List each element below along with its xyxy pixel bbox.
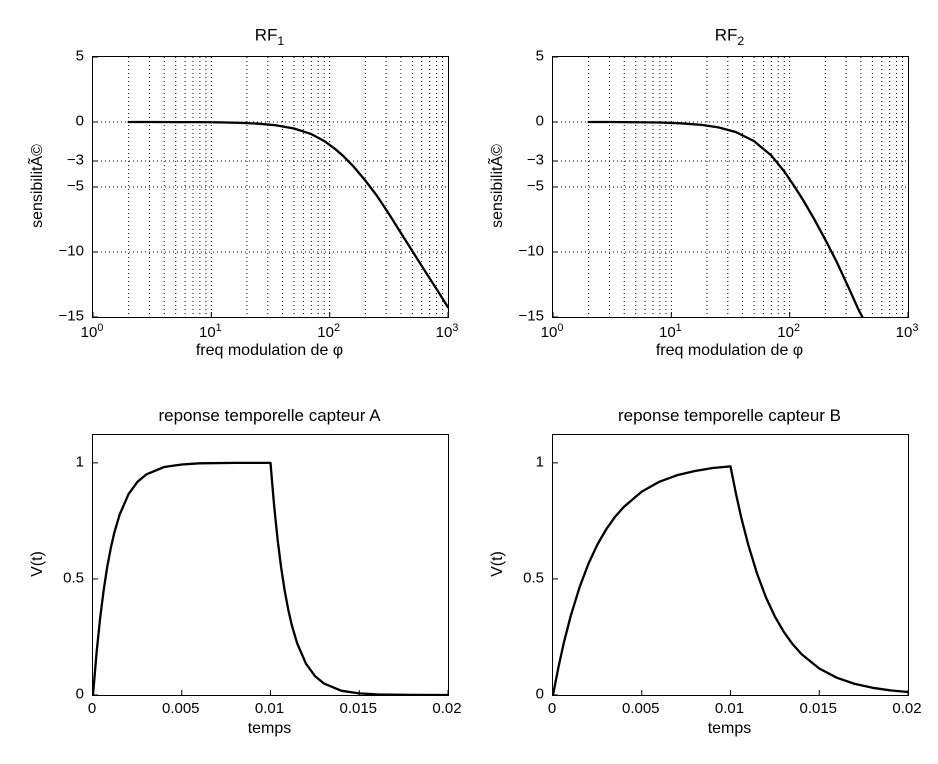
xtick-label: 100 [81,322,104,341]
ytick-label: −15 [519,308,544,325]
xtick-label: 101 [199,322,222,341]
ticks-capA [93,463,448,695]
xtick-label: 0.015 [799,700,837,717]
plot-capA [92,434,449,696]
plot-title-capB: reponse temporelle capteur B [618,406,841,426]
figure-stage: 100101102103−15−10−5−305RF1freq modulati… [0,0,938,764]
xtick-label: 102 [777,322,800,341]
xtick-label: 0.015 [339,700,377,717]
xlabel-rf2: freq modulation de φ [656,342,803,360]
xtick-label: 103 [896,322,919,341]
ytick-label: 1 [76,453,84,470]
grid-rf2 [553,57,908,317]
ticks-rf2 [553,57,908,317]
xtick-label: 0.005 [162,700,200,717]
ticks-capB [553,463,908,695]
plot-svg-capB [553,435,908,695]
xlabel-rf1: freq modulation de φ [196,342,343,360]
ytick-label: −15 [59,308,84,325]
ytick-label: 1 [536,453,544,470]
xtick-label: 0 [88,700,96,717]
xlabel-capA: temps [248,720,292,738]
plot-title-rf1: RF1 [255,26,284,48]
ytick-label: 5 [76,48,84,65]
ylabel-rf1: sensibilitÃ© [29,144,47,228]
xtick-label: 102 [317,322,340,341]
plot-svg-rf1 [93,57,448,317]
series-capA-0 [93,463,448,695]
xtick-label: 103 [436,322,459,341]
xtick-label: 0.02 [432,700,461,717]
ytick-label: 0.5 [63,569,84,586]
xtick-label: 0.01 [715,700,744,717]
series-capB-0 [553,466,908,695]
xtick-label: 0 [548,700,556,717]
xtick-label: 0.02 [892,700,921,717]
plot-rf1 [92,56,449,318]
xlabel-capB: temps [708,720,752,738]
ylabel-rf2: sensibilitÃ© [489,144,507,228]
ticks-rf1 [93,57,448,317]
ytick-label: −10 [59,243,84,260]
ytick-label: −10 [519,243,544,260]
xtick-label: 0.01 [255,700,284,717]
ytick-label: 5 [536,48,544,65]
ylabel-capB: V(t) [489,551,507,577]
ytick-label: 0 [76,686,84,703]
xtick-label: 100 [541,322,564,341]
ytick-label: 0 [76,113,84,130]
plot-rf2 [552,56,909,318]
ytick-label: 0 [536,113,544,130]
ytick-label: 0.5 [523,569,544,586]
ytick-label: −5 [67,178,84,195]
ylabel-capA: V(t) [29,551,47,577]
ytick-label: 0 [536,686,544,703]
ytick-label: −3 [67,152,84,169]
grid-rf1 [93,57,448,317]
series-rf1-0 [129,122,448,307]
plot-title-capA: reponse temporelle capteur A [158,406,380,426]
ytick-label: −3 [527,152,544,169]
xtick-label: 101 [659,322,682,341]
plot-svg-rf2 [553,57,908,317]
series-rf2-0 [589,122,873,317]
plot-capB [552,434,909,696]
plot-svg-capA [93,435,448,695]
ytick-label: −5 [527,178,544,195]
plot-title-rf2: RF2 [715,26,744,48]
xtick-label: 0.005 [622,700,660,717]
